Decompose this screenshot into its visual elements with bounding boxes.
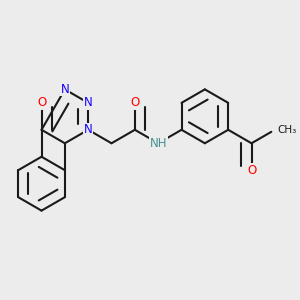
Text: N: N	[61, 83, 69, 96]
Text: N: N	[84, 96, 93, 109]
Text: CH₃: CH₃	[278, 125, 297, 135]
Text: O: O	[247, 164, 256, 177]
Text: O: O	[37, 96, 46, 109]
Text: O: O	[130, 96, 140, 109]
Text: NH: NH	[149, 137, 167, 150]
Text: N: N	[84, 123, 93, 136]
